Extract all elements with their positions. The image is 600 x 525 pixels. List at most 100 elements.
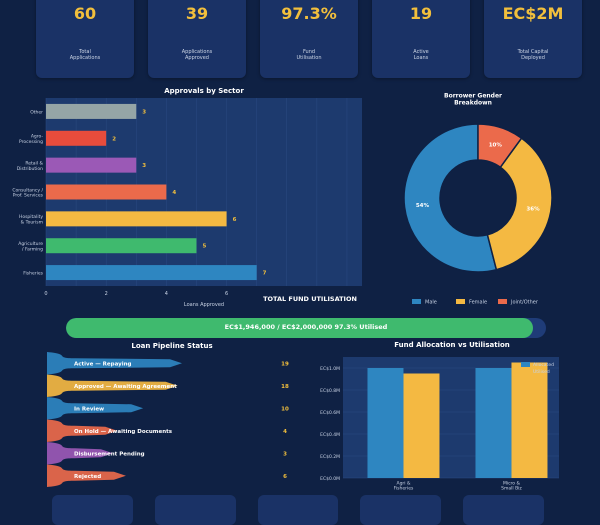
bar <box>367 368 404 478</box>
bar <box>475 368 512 478</box>
fund-allocation-chart: Fund Allocation vs Utilisation EC$0.0M EC$… <box>320 341 559 492</box>
bottom-card-row <box>52 495 544 525</box>
bar <box>46 157 137 173</box>
bar <box>46 265 257 281</box>
pipeline-value: 3 <box>283 451 287 457</box>
pipeline-band <box>47 397 144 420</box>
pipeline-label: Rejected <box>74 474 101 480</box>
data-label: 6 <box>233 217 237 223</box>
kpi-row: 60 Total Applications 39 Applications Ap… <box>36 0 582 78</box>
bottom-card <box>257 495 339 525</box>
donut-slice <box>477 123 523 169</box>
fund-utilisation-title: TOTAL FUND UTILISATION <box>263 295 357 303</box>
x-tick-label: Agri & Fisheries <box>394 480 414 491</box>
y-tick-label: EC$0.0M <box>320 476 340 482</box>
legend-label: Male <box>425 300 437 306</box>
data-label: 4 <box>172 190 176 196</box>
bar <box>403 373 440 478</box>
pipeline-value: 6 <box>283 474 287 480</box>
gender-breakdown-chart: Borrower Gender Breakdown 54% 36% 10% Male Fem… <box>403 92 553 306</box>
bar <box>46 211 227 227</box>
fund-utilisation-bar: EC$1,946,000 / EC$2,000,000 97.3% Utilis… <box>66 318 546 338</box>
pipeline-label: On Hold — Awaiting Documents <box>74 429 173 435</box>
loan-pipeline-chart: Loan Pipeline Status Active — Repaying 19 A… <box>47 342 289 487</box>
data-label: 3 <box>142 109 146 115</box>
x-tick-label: 4 <box>165 291 168 297</box>
kpi-label: Total Capital Deployed <box>517 49 549 61</box>
pipeline-label: Active — Repaying <box>74 361 132 367</box>
legend-label: Utilised <box>533 369 550 375</box>
legend-label: Allocated <box>533 362 554 368</box>
y-tick-label: Retail & Distribution <box>17 160 44 171</box>
kpi-value: 39 <box>185 4 209 23</box>
bottom-card <box>154 495 236 525</box>
chart-title: Borrower Gender Breakdown <box>444 92 502 106</box>
data-label: 2 <box>112 136 116 142</box>
pipeline-band <box>47 352 182 375</box>
legend-label: Joint/Other <box>510 300 539 306</box>
legend-swatch <box>456 299 465 304</box>
data-label: 3 <box>142 163 146 169</box>
bar <box>46 130 107 146</box>
slice-label: 10% <box>489 143 503 149</box>
fund-utilisation-text: EC$1,946,000 / EC$2,000,000 97.3% Utilis… <box>224 323 388 331</box>
pipeline-band <box>47 419 118 442</box>
y-tick-label: Agriculture / Farming <box>18 241 43 252</box>
bar <box>46 238 197 254</box>
pipeline-band <box>47 464 126 487</box>
pipeline-value: 18 <box>281 384 289 390</box>
y-tick-label: Hospitality & Tourism <box>19 214 43 225</box>
y-tick-label: Consultancy / Prof. Services <box>12 187 43 198</box>
legend-swatch <box>412 299 421 304</box>
bar <box>46 103 137 119</box>
data-label: 5 <box>202 244 206 250</box>
pipeline-band <box>47 442 113 465</box>
fund-utilisation-fill <box>66 318 534 338</box>
pipeline-label: Approved — Awaiting Agreement <box>74 384 177 390</box>
bar <box>511 362 548 478</box>
legend-swatch <box>521 362 530 367</box>
kpi-value: 19 <box>409 4 433 23</box>
bottom-card <box>360 495 442 525</box>
pipeline-label: In Review <box>74 406 104 412</box>
kpi-label: Total Applications <box>69 49 101 61</box>
kpi-card-total-applications: 60 Total Applications <box>36 0 134 78</box>
kpi-card-active-loans: 19 Active Loans <box>372 0 470 78</box>
bar <box>46 184 167 200</box>
legend-swatch <box>521 369 530 374</box>
y-tick-label: Agro-Processing <box>19 134 43 145</box>
donut-slice <box>403 123 498 273</box>
kpi-card-applications-approved: 39 Applications Approved <box>148 0 246 78</box>
legend-label: Female <box>469 300 487 306</box>
pipeline-value: 4 <box>283 429 287 435</box>
chart-title: Fund Allocation vs Utilisation <box>394 341 510 349</box>
pipeline-label: Disbursement Pending <box>74 451 145 457</box>
kpi-label: Applications Approved <box>181 49 213 61</box>
data-label: 7 <box>263 271 267 277</box>
legend-swatch <box>498 299 507 304</box>
y-tick-label: Fisheries <box>23 271 43 277</box>
donut-slice <box>486 137 553 271</box>
chart-title: Loan Pipeline Status <box>131 342 212 350</box>
pipeline-value: 19 <box>281 361 289 367</box>
y-tick-label: EC$0.6M <box>320 410 340 416</box>
x-tick-label: 2 <box>105 291 108 297</box>
y-tick-label: EC$0.8M <box>320 388 340 394</box>
x-tick-label: Micro & Small Biz <box>501 480 522 491</box>
kpi-label: Active Loans <box>413 49 429 61</box>
kpi-value: EC$2M <box>502 4 564 23</box>
y-tick-label: Other <box>30 109 43 115</box>
y-tick-label: EC$0.2M <box>320 454 340 460</box>
chart-title: Approvals by Sector <box>164 87 244 95</box>
kpi-value: 97.3% <box>281 4 337 23</box>
y-tick-label: EC$0.4M <box>320 432 340 438</box>
kpi-value: 60 <box>73 4 97 23</box>
kpi-label: Fund Utilisation <box>296 49 322 61</box>
x-axis-label: Loans Approved <box>184 302 224 308</box>
bottom-card <box>463 495 544 525</box>
pipeline-value: 10 <box>281 406 289 412</box>
slice-label: 54% <box>416 203 430 209</box>
slice-label: 36% <box>526 206 540 212</box>
